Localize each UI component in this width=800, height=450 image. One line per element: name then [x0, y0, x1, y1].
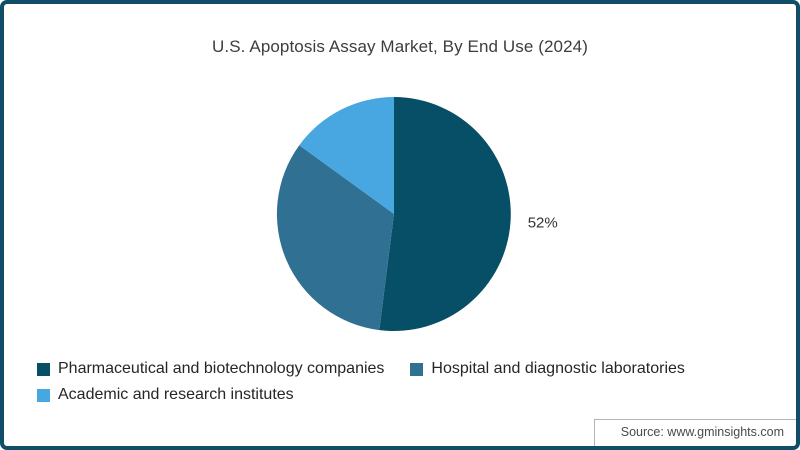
- pie-chart: 52%: [276, 96, 558, 331]
- legend-swatch-icon: [410, 362, 424, 376]
- pie-slice-2: [276, 145, 394, 331]
- legend-label: Hospital and diagnostic laboratories: [431, 360, 685, 377]
- source-text: Source: www.gminsights.com: [620, 425, 784, 439]
- chart-title: U.S. Apoptosis Assay Market, By End Use …: [212, 37, 588, 56]
- legend-item-3: Academic and research institutes: [37, 386, 294, 404]
- pie-slice-3: [299, 96, 394, 214]
- legend-item-1: Pharmaceutical and biotechnology compani…: [37, 360, 384, 378]
- legend: Pharmaceutical and biotechnology compani…: [37, 360, 777, 404]
- legend-label: Pharmaceutical and biotechnology compani…: [58, 360, 385, 377]
- pie-slice-1: [379, 97, 511, 331]
- slice-data-label: 52%: [528, 214, 558, 231]
- source-box: Source: www.gminsights.com: [593, 419, 796, 446]
- legend-swatch-icon: [37, 388, 50, 402]
- legend-item-2: Hospital and diagnostic laboratories: [410, 360, 685, 378]
- legend-label: Academic and research institutes: [58, 386, 294, 403]
- legend-swatch-icon: [37, 362, 50, 376]
